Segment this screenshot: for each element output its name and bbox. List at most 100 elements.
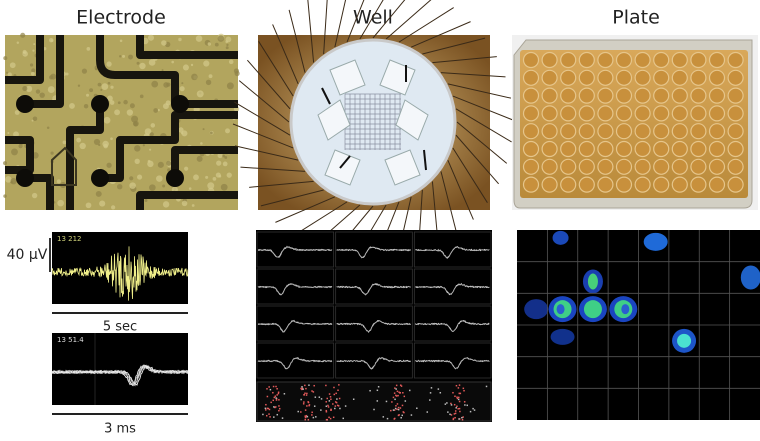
texture — [216, 172, 221, 177]
plate-well — [635, 124, 650, 139]
plate-well — [579, 106, 594, 121]
texture — [158, 162, 164, 168]
texture — [148, 35, 154, 41]
activity-blob — [551, 329, 575, 345]
texture — [94, 139, 100, 145]
column-title: Electrode — [76, 7, 166, 29]
spike-tick — [308, 384, 310, 386]
spike-tick — [462, 416, 464, 418]
texture — [166, 100, 171, 105]
spike-tick — [398, 409, 400, 411]
texture — [144, 199, 147, 202]
spike-tick — [273, 416, 275, 418]
plate-well — [710, 70, 725, 85]
plate-well — [561, 53, 576, 68]
plate-well — [691, 106, 706, 121]
texture — [178, 38, 181, 41]
plate-well — [524, 159, 539, 174]
spike-tick — [463, 390, 465, 392]
texture — [3, 194, 6, 197]
spike-tick — [397, 391, 399, 393]
texture — [114, 109, 120, 115]
spike-tick — [449, 414, 451, 416]
spike-tick — [303, 394, 305, 396]
plate-well — [561, 106, 576, 121]
texture — [111, 205, 115, 209]
plate-well — [524, 142, 539, 157]
spike-tick — [462, 419, 464, 421]
plate-well — [542, 159, 557, 174]
plate-well — [728, 159, 743, 174]
texture — [209, 74, 213, 78]
column-title: Plate — [612, 7, 660, 29]
spike-tick — [383, 416, 385, 418]
spike-tick — [458, 387, 460, 389]
spike-tick — [276, 394, 278, 396]
texture — [140, 95, 144, 99]
texture — [32, 49, 34, 51]
spike-tick — [470, 411, 472, 413]
spike-tick — [301, 389, 303, 391]
spike-tick — [328, 417, 330, 419]
spike-tick — [430, 392, 432, 394]
spike-tick — [321, 398, 323, 400]
plate-well — [728, 106, 743, 121]
spike-tick — [455, 413, 457, 415]
spike-tick — [400, 407, 402, 409]
texture — [149, 184, 156, 191]
texture — [23, 50, 27, 54]
spike-tick — [311, 412, 313, 414]
spike-tick — [472, 408, 474, 410]
plate-well — [617, 142, 632, 157]
spike-tick — [397, 403, 399, 405]
spike-tick — [456, 406, 458, 408]
spike-tick — [459, 384, 461, 386]
spike-tick — [330, 396, 332, 398]
texture — [150, 132, 154, 136]
texture — [234, 68, 239, 73]
texture — [87, 47, 91, 51]
spike-tick — [455, 407, 457, 409]
plate-well — [561, 88, 576, 103]
spike-tick — [345, 405, 347, 407]
spike-tick — [319, 396, 321, 398]
texture — [181, 130, 187, 136]
texture — [151, 81, 158, 88]
amplitude-scale: 40 µV — [7, 247, 48, 263]
spike-tick — [277, 414, 279, 416]
texture — [98, 83, 102, 87]
spike-tick — [395, 408, 397, 410]
spike-tick — [451, 414, 453, 416]
texture — [10, 62, 16, 68]
spike-tick — [457, 408, 459, 410]
activity-blob — [588, 274, 598, 290]
spike-tick — [401, 415, 403, 417]
plate-well — [598, 70, 613, 85]
texture — [166, 161, 171, 166]
plate-well — [710, 124, 725, 139]
spike-tick — [273, 386, 275, 388]
spike-tick — [282, 417, 284, 419]
spike-tick — [397, 395, 399, 397]
plate-well — [710, 106, 725, 121]
texture — [183, 64, 189, 70]
texture — [135, 159, 140, 164]
texture — [192, 204, 195, 207]
texture — [69, 103, 75, 109]
spike-tick — [265, 408, 267, 410]
spike-tick — [451, 404, 453, 406]
spike-tick — [305, 409, 307, 411]
spike-tick — [275, 386, 277, 388]
texture — [153, 108, 158, 113]
texture — [51, 152, 54, 155]
plate-well — [672, 124, 687, 139]
plate-well — [691, 88, 706, 103]
plate-well — [635, 142, 650, 157]
plate-well — [710, 142, 725, 157]
texture — [222, 155, 225, 158]
plate-well — [654, 159, 669, 174]
spike-tick — [446, 402, 448, 404]
texture — [215, 43, 219, 47]
plate-well — [710, 159, 725, 174]
texture — [191, 64, 193, 66]
